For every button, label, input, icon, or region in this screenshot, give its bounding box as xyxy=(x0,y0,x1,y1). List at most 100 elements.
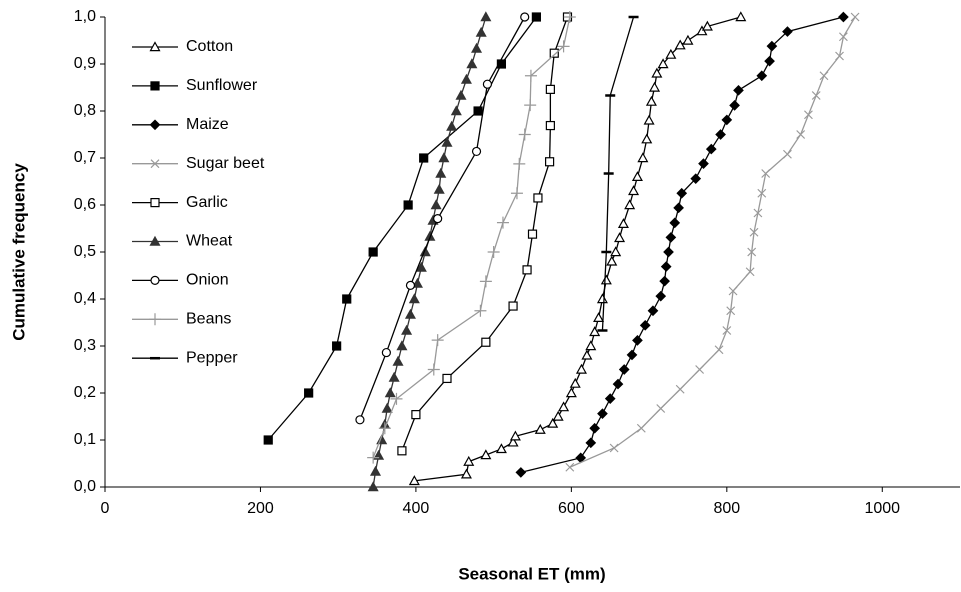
marker xyxy=(749,227,759,237)
marker xyxy=(522,265,532,275)
marker xyxy=(401,324,413,335)
marker xyxy=(515,467,527,478)
legend-marker xyxy=(150,81,160,91)
legend-label: Onion xyxy=(186,272,229,289)
marker xyxy=(430,199,442,210)
marker xyxy=(533,193,543,203)
marker xyxy=(378,422,391,435)
marker xyxy=(645,95,657,106)
x-tick-label: 800 xyxy=(713,500,740,517)
marker xyxy=(589,422,601,434)
y-tick-label: 0,0 xyxy=(74,478,96,495)
marker xyxy=(673,202,684,214)
marker xyxy=(446,120,458,131)
marker xyxy=(674,39,686,50)
marker xyxy=(597,408,608,420)
marker xyxy=(641,133,653,144)
marker xyxy=(510,187,523,200)
marker xyxy=(585,340,597,351)
y-tick-label: 0,1 xyxy=(74,431,96,448)
marker xyxy=(745,267,755,277)
marker xyxy=(811,91,821,100)
marker xyxy=(455,89,467,100)
marker xyxy=(471,42,483,53)
marker xyxy=(722,326,732,335)
marker xyxy=(747,247,757,257)
marker xyxy=(473,106,483,116)
marker xyxy=(552,410,564,421)
marker xyxy=(557,40,570,53)
y-tick-label: 0,9 xyxy=(74,55,96,72)
marker xyxy=(408,293,420,304)
marker xyxy=(390,392,403,405)
marker xyxy=(656,404,666,413)
y-tick-label: 1,0 xyxy=(74,8,96,25)
marker xyxy=(392,355,404,366)
marker xyxy=(639,319,651,331)
marker xyxy=(431,334,444,347)
legend-label: Wheat xyxy=(186,233,233,250)
legend-marker xyxy=(150,275,160,285)
marker xyxy=(701,20,713,31)
series-line xyxy=(372,16,571,458)
marker xyxy=(735,11,747,22)
marker xyxy=(355,415,365,425)
marker xyxy=(381,347,391,358)
marker xyxy=(766,40,778,52)
y-axis-title: Cumulative frequency xyxy=(9,163,28,341)
marker xyxy=(404,308,416,319)
marker xyxy=(381,402,393,413)
marker xyxy=(838,32,848,42)
marker xyxy=(660,261,672,272)
marker xyxy=(474,304,487,317)
marker xyxy=(427,363,440,376)
series-line xyxy=(520,16,844,474)
marker xyxy=(632,335,643,346)
marker xyxy=(549,48,559,58)
marker xyxy=(696,25,708,36)
marker xyxy=(332,341,342,351)
marker xyxy=(545,84,555,94)
marker xyxy=(450,105,462,116)
marker xyxy=(463,455,475,466)
marker xyxy=(405,280,416,290)
marker xyxy=(585,437,597,449)
marker xyxy=(563,11,576,23)
y-tick-label: 0,7 xyxy=(74,149,96,166)
marker xyxy=(411,277,423,288)
marker xyxy=(651,67,663,78)
marker xyxy=(643,114,655,125)
marker xyxy=(388,371,400,382)
marker xyxy=(728,286,738,296)
x-tick-label: 600 xyxy=(558,500,585,517)
marker xyxy=(610,246,622,257)
marker xyxy=(614,232,626,243)
marker xyxy=(659,275,670,287)
marker xyxy=(481,337,491,347)
marker xyxy=(695,365,705,374)
marker xyxy=(518,128,531,141)
marker xyxy=(761,169,771,178)
marker xyxy=(508,301,518,311)
marker xyxy=(487,246,500,258)
marker xyxy=(524,99,537,112)
marker xyxy=(397,446,407,456)
marker xyxy=(733,84,744,96)
marker xyxy=(433,183,445,194)
x-tick-label: 0 xyxy=(101,500,110,517)
marker xyxy=(593,312,605,322)
marker xyxy=(756,70,768,82)
legend-label: Pepper xyxy=(186,349,238,366)
marker xyxy=(569,377,581,388)
marker xyxy=(460,73,472,84)
marker xyxy=(604,393,616,404)
marker xyxy=(396,340,408,351)
marker xyxy=(675,384,685,394)
legend-marker xyxy=(149,119,161,131)
marker xyxy=(819,71,829,81)
marker xyxy=(618,364,630,375)
marker xyxy=(624,199,636,210)
marker xyxy=(721,114,733,126)
marker xyxy=(480,449,492,460)
legend-label: Sunflower xyxy=(186,77,258,94)
